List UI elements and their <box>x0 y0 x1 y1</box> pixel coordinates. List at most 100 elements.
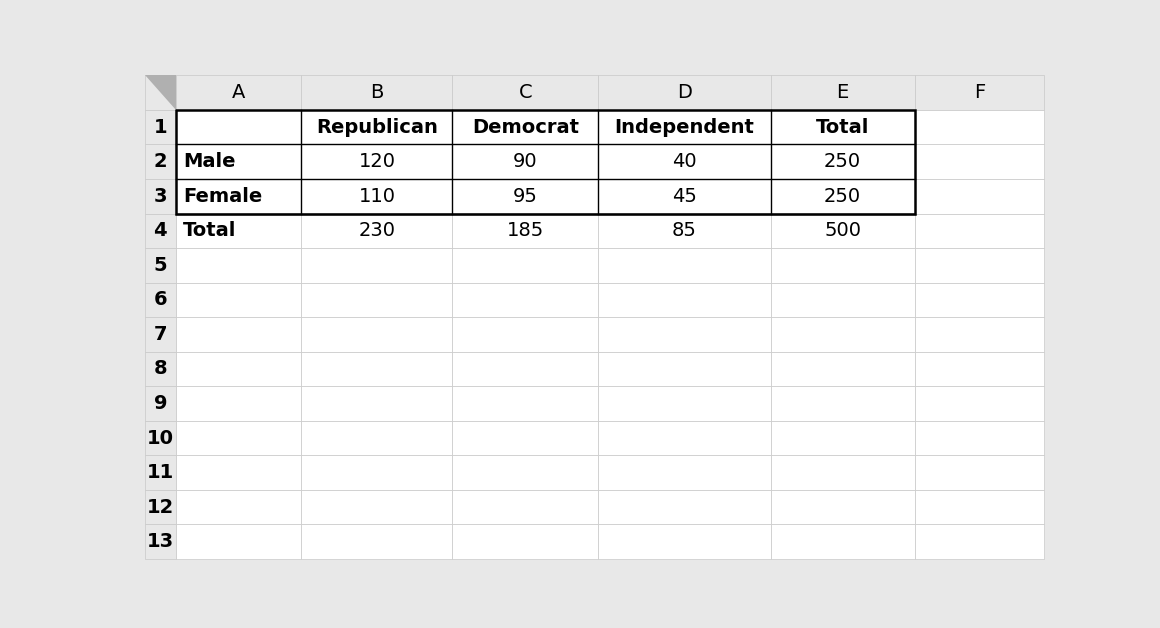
Bar <box>175 248 302 283</box>
Bar <box>770 75 914 110</box>
Bar <box>599 386 770 421</box>
Bar <box>175 490 302 524</box>
Bar <box>145 490 175 524</box>
Bar <box>770 248 914 283</box>
Text: Republican: Republican <box>316 117 437 137</box>
Bar <box>145 455 175 490</box>
Text: 250: 250 <box>824 152 861 171</box>
Text: 95: 95 <box>513 187 538 206</box>
Bar <box>914 75 1044 110</box>
Bar <box>302 214 452 248</box>
Bar <box>452 524 599 559</box>
Text: 10: 10 <box>147 428 174 448</box>
Bar <box>145 144 175 179</box>
Bar <box>599 75 770 110</box>
Bar <box>599 352 770 386</box>
Bar <box>302 490 452 524</box>
Bar <box>599 214 770 248</box>
Bar <box>145 524 175 559</box>
Bar <box>175 386 302 421</box>
Bar <box>302 386 452 421</box>
Bar <box>599 455 770 490</box>
Text: 230: 230 <box>358 221 396 241</box>
Bar <box>599 110 770 144</box>
Bar <box>914 317 1044 352</box>
Bar <box>302 524 452 559</box>
Bar <box>302 144 452 179</box>
Bar <box>302 179 452 214</box>
Text: 1: 1 <box>153 117 167 137</box>
Bar <box>599 179 770 214</box>
Bar <box>914 455 1044 490</box>
Bar <box>770 214 914 248</box>
Bar <box>599 248 770 283</box>
Bar <box>175 75 302 110</box>
Text: 7: 7 <box>153 325 167 344</box>
Bar <box>175 110 914 214</box>
Bar <box>302 421 452 455</box>
Bar <box>452 421 599 455</box>
Bar <box>452 214 599 248</box>
Bar <box>145 179 175 214</box>
Text: 185: 185 <box>507 221 544 241</box>
Bar <box>599 524 770 559</box>
Bar <box>452 75 599 110</box>
Bar <box>145 248 175 283</box>
Bar <box>175 110 302 144</box>
Text: Democrat: Democrat <box>472 117 579 137</box>
Text: Total: Total <box>815 117 869 137</box>
Text: 85: 85 <box>672 221 697 241</box>
Bar <box>452 248 599 283</box>
Bar <box>175 144 302 179</box>
Text: 500: 500 <box>824 221 861 241</box>
Text: 110: 110 <box>358 187 396 206</box>
Bar <box>175 179 302 214</box>
Bar <box>599 421 770 455</box>
Bar <box>770 386 914 421</box>
Text: C: C <box>519 83 532 102</box>
Bar <box>175 317 302 352</box>
Bar <box>914 214 1044 248</box>
Bar <box>914 386 1044 421</box>
Bar <box>452 317 599 352</box>
Bar <box>770 352 914 386</box>
Bar <box>452 179 599 214</box>
Bar <box>452 455 599 490</box>
Bar <box>175 455 302 490</box>
Bar <box>175 283 302 317</box>
Bar <box>770 455 914 490</box>
Bar <box>175 421 302 455</box>
Bar <box>914 179 1044 214</box>
Text: E: E <box>836 83 849 102</box>
Text: Total: Total <box>183 221 237 241</box>
Bar <box>452 386 599 421</box>
Bar <box>302 75 452 110</box>
Bar <box>452 110 599 144</box>
Text: A: A <box>232 83 245 102</box>
Bar <box>145 352 175 386</box>
Text: 3: 3 <box>153 187 167 206</box>
Bar <box>914 144 1044 179</box>
Text: 2: 2 <box>153 152 167 171</box>
Text: 6: 6 <box>153 290 167 310</box>
Bar <box>302 352 452 386</box>
Text: 9: 9 <box>153 394 167 413</box>
Text: 45: 45 <box>672 187 697 206</box>
Text: 13: 13 <box>146 532 174 551</box>
Bar <box>145 214 175 248</box>
Text: 4: 4 <box>153 221 167 241</box>
Bar <box>175 214 302 248</box>
Bar <box>302 283 452 317</box>
Bar <box>770 179 914 214</box>
Text: 120: 120 <box>358 152 396 171</box>
Bar <box>770 283 914 317</box>
Text: 8: 8 <box>153 359 167 379</box>
Bar <box>302 110 452 144</box>
Text: 5: 5 <box>153 256 167 275</box>
Bar <box>452 352 599 386</box>
Bar <box>145 110 175 144</box>
Text: D: D <box>677 83 691 102</box>
Bar <box>145 75 175 110</box>
Text: Male: Male <box>183 152 235 171</box>
Text: 12: 12 <box>146 497 174 517</box>
